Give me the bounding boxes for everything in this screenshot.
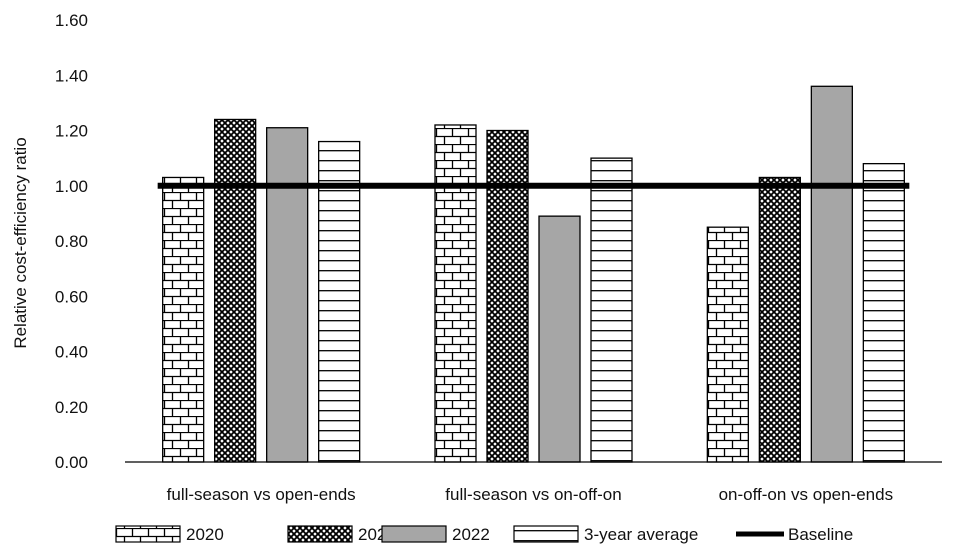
- category-labels: full-season vs open-ends full-season vs o…: [167, 485, 893, 504]
- legend-label: 3-year average: [584, 525, 698, 544]
- y-tick-label: 1.60: [55, 11, 88, 30]
- y-tick-label: 0.00: [55, 453, 88, 472]
- bar-2022: [810, 85, 853, 463]
- legend-label: Baseline: [788, 525, 853, 544]
- y-axis-ticks: 0.00 0.20 0.40 0.60 0.80 1.00 1.20 1.40 1.60: [55, 11, 88, 472]
- y-axis-label: Relative cost-efficiency ratio: [11, 137, 30, 348]
- y-tick-label: 0.60: [55, 287, 88, 306]
- bar-3-year-average: [318, 140, 361, 463]
- legend-swatch: [513, 525, 579, 543]
- y-tick-label: 0.40: [55, 343, 88, 362]
- bar-2020: [434, 124, 477, 463]
- legend-swatch: [381, 525, 447, 543]
- bar-2020: [162, 176, 205, 463]
- bar-2021: [214, 118, 257, 463]
- y-tick-label: 0.20: [55, 398, 88, 417]
- bar-2022: [538, 215, 581, 463]
- bars: [162, 85, 905, 463]
- legend-label: 2022: [452, 525, 490, 544]
- bar-2021: [486, 129, 529, 463]
- category-label: full-season vs on-off-on: [445, 485, 621, 504]
- category-label: full-season vs open-ends: [167, 485, 356, 504]
- y-tick-label: 1.00: [55, 177, 88, 196]
- y-tick-label: 0.80: [55, 232, 88, 251]
- bar-2020: [706, 226, 749, 463]
- bar-3-year-average: [590, 157, 633, 463]
- legend-swatch: [287, 525, 353, 543]
- y-tick-label: 1.20: [55, 122, 88, 141]
- bar-2022: [266, 127, 309, 463]
- bar-3-year-average: [862, 162, 905, 463]
- y-tick-label: 1.40: [55, 66, 88, 85]
- legend-label: 2020: [186, 525, 224, 544]
- legend-swatch: [115, 525, 181, 543]
- legend: 2020 2021 2022 3-year average Baseline: [115, 525, 853, 544]
- category-label: on-off-on vs open-ends: [719, 485, 894, 504]
- bar-2021: [758, 176, 801, 463]
